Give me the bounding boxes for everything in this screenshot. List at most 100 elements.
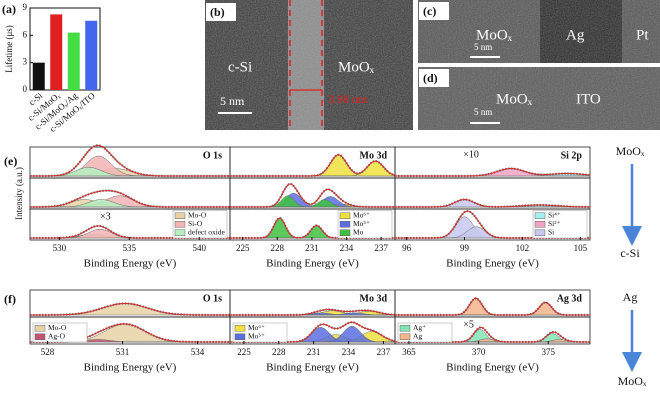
- component-peak: [230, 196, 395, 208]
- x-tick-label: 225: [237, 347, 251, 357]
- legend-swatch: [339, 229, 351, 236]
- fit-envelope: [30, 190, 230, 208]
- x-tick-label: 231: [307, 347, 321, 357]
- row-frame: [394, 208, 591, 241]
- panel-label: (b): [210, 5, 225, 19]
- scale-note: ×5: [463, 319, 474, 330]
- panel-title: Mo 3d: [360, 150, 388, 161]
- y-tick-label: 0: [23, 84, 28, 94]
- side-label: Ag: [623, 290, 638, 304]
- legend-box: [232, 322, 288, 343]
- x-tick-label: 96: [402, 243, 412, 253]
- y-tick-label: 6: [23, 29, 28, 39]
- bar: [32, 62, 45, 90]
- image-text: Pt: [636, 27, 649, 43]
- tem-image-d: (d) MoOₓ ITO 5 nm: [418, 67, 660, 130]
- image-text: MoOₓ: [496, 91, 533, 107]
- legend-label: Si: [548, 227, 554, 236]
- side-label: c-Si: [620, 246, 640, 260]
- panel-label: (f): [4, 292, 16, 306]
- x-axis-label: Binding Energy (eV): [446, 362, 539, 374]
- legend-swatch: [234, 325, 246, 332]
- bar: [50, 14, 63, 91]
- scale-label: 5 nm: [474, 42, 492, 52]
- row-frame: [394, 316, 591, 345]
- fit-envelope: [395, 297, 590, 316]
- x-tick-label: 540: [192, 243, 206, 253]
- panel-label: (e): [4, 154, 17, 168]
- x-tick-label: 375: [541, 347, 555, 357]
- image-text: MoOₓ: [476, 27, 513, 43]
- legend-label: Mo⁵⁺: [248, 331, 265, 340]
- x-tick-label: 530: [53, 243, 67, 253]
- panel-title: O 1s: [203, 293, 222, 304]
- y-tick-label: 3: [23, 57, 28, 67]
- component-peak: [230, 199, 395, 208]
- legend-label: Mo⁵⁺: [353, 219, 370, 228]
- image-text: c-Si: [228, 59, 252, 75]
- x-tick-label: 370: [472, 347, 486, 357]
- y-tick-label: 9: [23, 2, 28, 12]
- legend-label: Si²⁺: [548, 219, 561, 228]
- side-label: MoOₓ: [616, 144, 645, 158]
- scale-note: ×10: [463, 149, 479, 160]
- panel-label: (d): [423, 71, 438, 85]
- y-axis-label: Intensity (a.u.): [14, 167, 24, 220]
- legend-label: Ag: [413, 331, 422, 340]
- x-tick-label: 528: [41, 347, 55, 357]
- x-tick-label: 237: [377, 347, 391, 357]
- panel-title: O 1s: [203, 150, 222, 161]
- x-tick-label: 228: [271, 243, 285, 253]
- x-tick-label: 228: [272, 347, 286, 357]
- y-axis-label: Lifetime (μs): [4, 25, 14, 73]
- legend-label: defect oxide: [188, 227, 226, 236]
- plot-frame: [29, 7, 101, 91]
- legend-label: Si-O: [188, 219, 203, 228]
- x-tick-label: 234: [342, 347, 356, 357]
- x-axis-label: Binding Energy (eV): [84, 362, 177, 374]
- legend-swatch: [399, 325, 411, 332]
- fit-envelope: [230, 308, 395, 316]
- panel-title: Ag 3d: [557, 293, 583, 304]
- legend-swatch: [339, 212, 351, 219]
- legend-label: Mo-O: [188, 210, 207, 219]
- legend-label: Mo-O: [48, 323, 67, 332]
- tem-image-c: (c) MoOₓ Ag Pt 5 nm: [418, 0, 660, 63]
- thickness-label: 3.98 nm: [328, 92, 368, 106]
- legend-swatch: [534, 221, 546, 228]
- fit-envelope: [30, 303, 230, 316]
- legend-box: [32, 322, 88, 343]
- legend-box: [397, 322, 453, 343]
- legend-swatch: [174, 212, 186, 219]
- fit-envelope: [395, 168, 591, 177]
- x-tick-label: 531: [116, 347, 130, 357]
- tem-image-b: (b) c-Si MoOₓ 5 nm 3.98 nm: [205, 0, 413, 130]
- component-peak: [30, 303, 230, 316]
- legend-label: Ag⁺: [413, 323, 426, 332]
- image-text: Ag: [566, 27, 585, 43]
- legend-swatch: [174, 221, 186, 228]
- x-tick-label: 231: [305, 243, 319, 253]
- legend-swatch: [399, 333, 411, 340]
- legend-label: Si⁴⁺: [548, 210, 561, 219]
- panel-title: Mo 3d: [360, 293, 388, 304]
- legend-label: Mo: [353, 227, 364, 236]
- fit-envelope: [230, 183, 395, 208]
- x-axis-label: Binding Energy (eV): [446, 258, 539, 270]
- legend-label: Mo⁶⁺: [353, 210, 370, 219]
- x-tick-label: 234: [340, 243, 354, 253]
- image-text: ITO: [576, 91, 601, 107]
- bar: [85, 20, 98, 91]
- x-tick-label: 225: [236, 243, 250, 253]
- legend-swatch: [34, 325, 46, 332]
- x-axis-label: Binding Energy (eV): [266, 362, 359, 374]
- row-frame: [394, 177, 591, 210]
- scale-note: ×3: [100, 211, 111, 222]
- fit-envelope: [230, 154, 396, 177]
- x-axis-label: Binding Energy (eV): [266, 258, 359, 270]
- scale-label: 5 nm: [220, 94, 245, 108]
- x-tick-label: 535: [123, 243, 137, 253]
- x-tick-label: 99: [460, 243, 470, 253]
- image-text: MoOₓ: [338, 59, 375, 75]
